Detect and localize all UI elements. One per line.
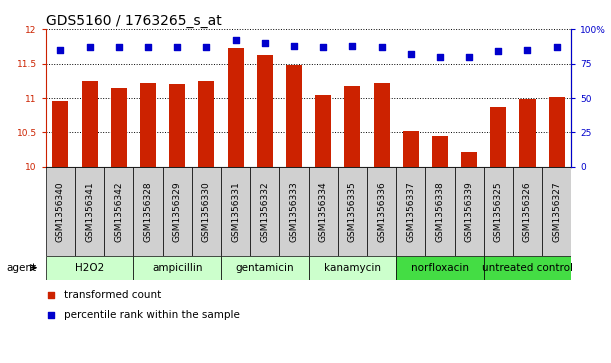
- Point: [231, 37, 241, 43]
- Text: GSM1356333: GSM1356333: [290, 181, 298, 242]
- Bar: [46, 256, 133, 280]
- Bar: [75, 167, 104, 256]
- Bar: [111, 87, 127, 167]
- Text: norfloxacin: norfloxacin: [411, 263, 469, 273]
- Bar: [455, 167, 484, 256]
- Bar: [257, 54, 273, 167]
- Text: gentamicin: gentamicin: [235, 263, 294, 273]
- Bar: [338, 167, 367, 256]
- Point: [522, 47, 532, 53]
- Point: [406, 51, 415, 57]
- Point: [85, 44, 95, 50]
- Bar: [309, 256, 396, 280]
- Text: GSM1356328: GSM1356328: [144, 181, 153, 242]
- Bar: [484, 167, 513, 256]
- Text: GSM1356327: GSM1356327: [552, 181, 561, 242]
- Bar: [425, 167, 455, 256]
- Text: GSM1356340: GSM1356340: [56, 181, 65, 242]
- Bar: [169, 84, 185, 167]
- Bar: [396, 167, 425, 256]
- Text: GSM1356330: GSM1356330: [202, 181, 211, 242]
- Text: GSM1356342: GSM1356342: [114, 181, 123, 242]
- Bar: [513, 167, 542, 256]
- Bar: [221, 256, 309, 280]
- Point: [202, 44, 211, 50]
- Text: kanamycin: kanamycin: [324, 263, 381, 273]
- Bar: [133, 256, 221, 280]
- Bar: [432, 136, 448, 167]
- Text: GSM1356337: GSM1356337: [406, 181, 415, 242]
- Point: [464, 54, 474, 60]
- Point: [260, 40, 269, 46]
- Bar: [192, 167, 221, 256]
- Point: [435, 54, 445, 60]
- Text: agent: agent: [7, 263, 37, 273]
- Bar: [542, 167, 571, 256]
- Bar: [133, 167, 163, 256]
- Text: GSM1356326: GSM1356326: [523, 181, 532, 242]
- Bar: [549, 97, 565, 167]
- Text: GSM1356325: GSM1356325: [494, 181, 503, 242]
- Point: [348, 43, 357, 49]
- Point: [289, 43, 299, 49]
- Bar: [140, 83, 156, 167]
- Bar: [403, 131, 419, 167]
- Text: GSM1356341: GSM1356341: [85, 181, 94, 242]
- Bar: [82, 81, 98, 167]
- Point: [318, 44, 328, 50]
- Bar: [373, 83, 390, 167]
- Point: [351, 46, 361, 52]
- Bar: [519, 99, 535, 167]
- Bar: [104, 167, 133, 256]
- Text: percentile rank within the sample: percentile rank within the sample: [64, 310, 240, 320]
- Bar: [309, 167, 338, 256]
- Text: GSM1356336: GSM1356336: [377, 181, 386, 242]
- Bar: [199, 81, 214, 167]
- Bar: [250, 167, 279, 256]
- Point: [172, 44, 182, 50]
- Point: [56, 47, 65, 53]
- Text: GSM1356329: GSM1356329: [173, 181, 181, 242]
- Point: [351, 228, 361, 233]
- Text: GSM1356334: GSM1356334: [319, 181, 327, 242]
- Bar: [286, 65, 302, 167]
- Text: transformed count: transformed count: [64, 290, 161, 300]
- Text: GSM1356332: GSM1356332: [260, 181, 269, 242]
- Text: GSM1356339: GSM1356339: [464, 181, 474, 242]
- Bar: [46, 167, 75, 256]
- Bar: [279, 167, 309, 256]
- Bar: [315, 94, 331, 167]
- Text: GDS5160 / 1763265_s_at: GDS5160 / 1763265_s_at: [46, 14, 222, 28]
- Text: GSM1356335: GSM1356335: [348, 181, 357, 242]
- Text: GSM1356331: GSM1356331: [231, 181, 240, 242]
- Bar: [396, 256, 484, 280]
- Bar: [221, 167, 250, 256]
- Point: [114, 44, 123, 50]
- Bar: [484, 256, 571, 280]
- Text: H2O2: H2O2: [75, 263, 104, 273]
- Point: [552, 44, 562, 50]
- Point: [376, 44, 386, 50]
- Bar: [461, 152, 477, 167]
- Bar: [367, 167, 396, 256]
- Bar: [490, 107, 507, 167]
- Bar: [227, 48, 244, 167]
- Point: [494, 48, 503, 54]
- Bar: [53, 102, 68, 167]
- Text: GSM1356338: GSM1356338: [436, 181, 444, 242]
- Text: untreated control: untreated control: [482, 263, 573, 273]
- Bar: [163, 167, 192, 256]
- Bar: [345, 86, 360, 167]
- Text: ampicillin: ampicillin: [152, 263, 202, 273]
- Point: [143, 44, 153, 50]
